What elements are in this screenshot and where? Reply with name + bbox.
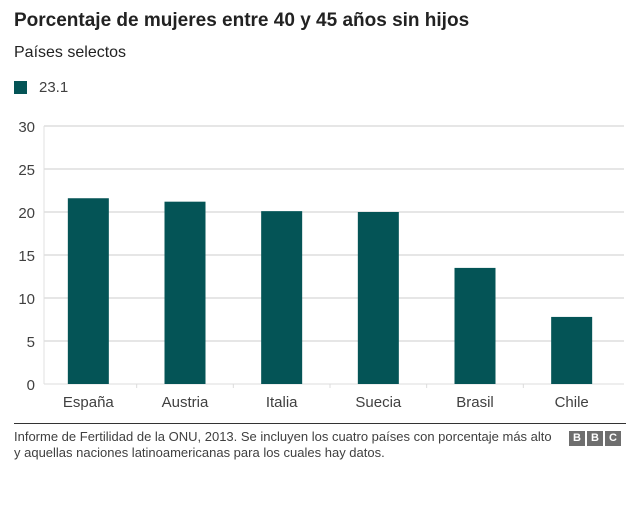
chart-subtitle: Países selectos	[14, 44, 127, 61]
footer-divider	[14, 423, 626, 424]
chart-title: Porcentaje de mujeres entre 40 y 45 años…	[14, 10, 470, 31]
bar-brasil	[454, 267, 496, 384]
x-tick-label: Austria	[162, 394, 209, 411]
bar-suecia	[357, 212, 399, 384]
y-tick-label: 20	[18, 205, 35, 222]
y-tick-label: 10	[18, 291, 35, 308]
gridlines	[43, 125, 624, 388]
y-tick-label: 15	[18, 248, 35, 265]
y-tick-label: 0	[27, 377, 35, 394]
bar-chart: 0 5 10 15 20 25 30 España Austria Italia Suecia Br…	[18, 119, 624, 411]
x-tick-label: Suecia	[355, 394, 402, 411]
legend-label: 23.1	[39, 79, 69, 96]
bar-chile	[551, 316, 593, 384]
legend-swatch	[14, 81, 27, 94]
y-axis-ticks: 0 5 10 15 20 25 30	[18, 119, 35, 394]
x-tick-label: Brasil	[456, 394, 494, 411]
source-note: Informe de Fertilidad de la ONU, 2013. S…	[14, 429, 552, 460]
y-tick-label: 5	[27, 334, 35, 351]
bbc-logo: B B C	[569, 431, 621, 446]
legend: 23.1	[14, 79, 68, 96]
x-tick-label: Chile	[555, 394, 589, 411]
bars	[67, 198, 593, 384]
bbc-logo-letter: B	[569, 431, 585, 446]
bbc-logo-letter: C	[605, 431, 621, 446]
bar-españa	[67, 198, 109, 384]
x-axis-ticks: España Austria Italia Suecia Brasil Chile	[63, 394, 589, 411]
bar-austria	[164, 201, 206, 384]
x-tick-label: España	[63, 394, 115, 411]
x-tick-label: Italia	[266, 394, 298, 411]
y-tick-label: 25	[18, 162, 35, 179]
bar-italia	[261, 211, 303, 384]
bbc-logo-letter: B	[587, 431, 603, 446]
y-tick-label: 30	[18, 119, 35, 136]
